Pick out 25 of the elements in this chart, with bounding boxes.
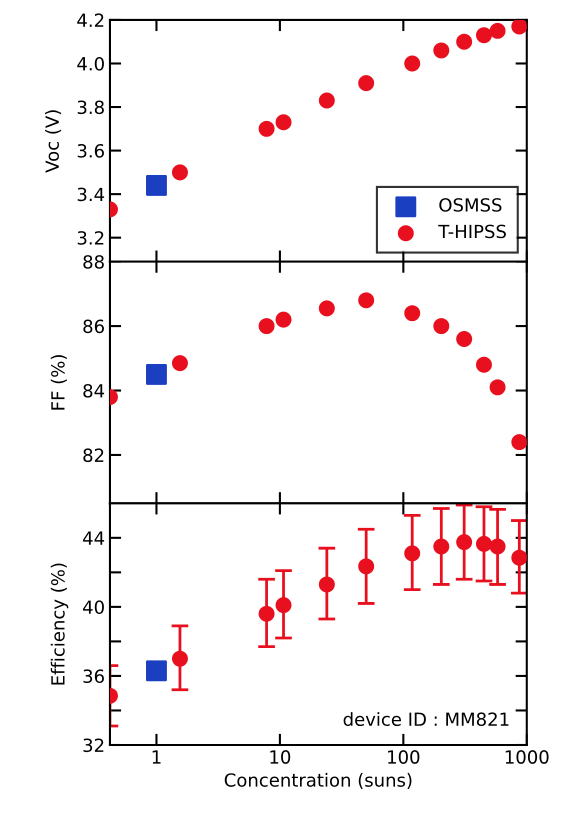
y-tick-label: 3.4: [78, 188, 104, 202]
y-axis-title: FF (%): [50, 355, 67, 410]
y-tick-label: 3.8: [78, 100, 104, 114]
y-tick-label: 82: [83, 448, 104, 462]
annotation: device ID : MM821: [344, 712, 508, 726]
y-tick-label: 84: [83, 384, 104, 398]
y-tick-label: 86: [83, 320, 104, 334]
y-tick-label: 4.0: [77, 56, 104, 71]
y-tick-label: 40: [83, 600, 104, 614]
y-tick-label: 3.2: [78, 231, 104, 245]
x-axis-title: Concentration (suns): [224, 772, 412, 789]
x-tick-label: 10: [270, 750, 290, 764]
legend-label: OSMSS: [439, 198, 502, 212]
x-tick-label: 1000: [506, 750, 549, 764]
y-tick-label: 36: [83, 669, 104, 684]
x-tick-label: 100: [388, 750, 420, 764]
y-tick-label: 3.6: [78, 144, 104, 158]
y-axis-title: Efficiency (%): [50, 564, 68, 684]
y-tick-label: 4.2: [77, 13, 104, 27]
y-tick-label: 32: [83, 738, 104, 752]
x-tick-label: 1: [152, 750, 161, 764]
y-axis-title: Voc (V): [45, 110, 62, 173]
y-tick-label: 44: [83, 532, 104, 545]
legend-label: T-HIPSS: [438, 224, 506, 238]
y-tick-label: 88: [83, 255, 104, 269]
